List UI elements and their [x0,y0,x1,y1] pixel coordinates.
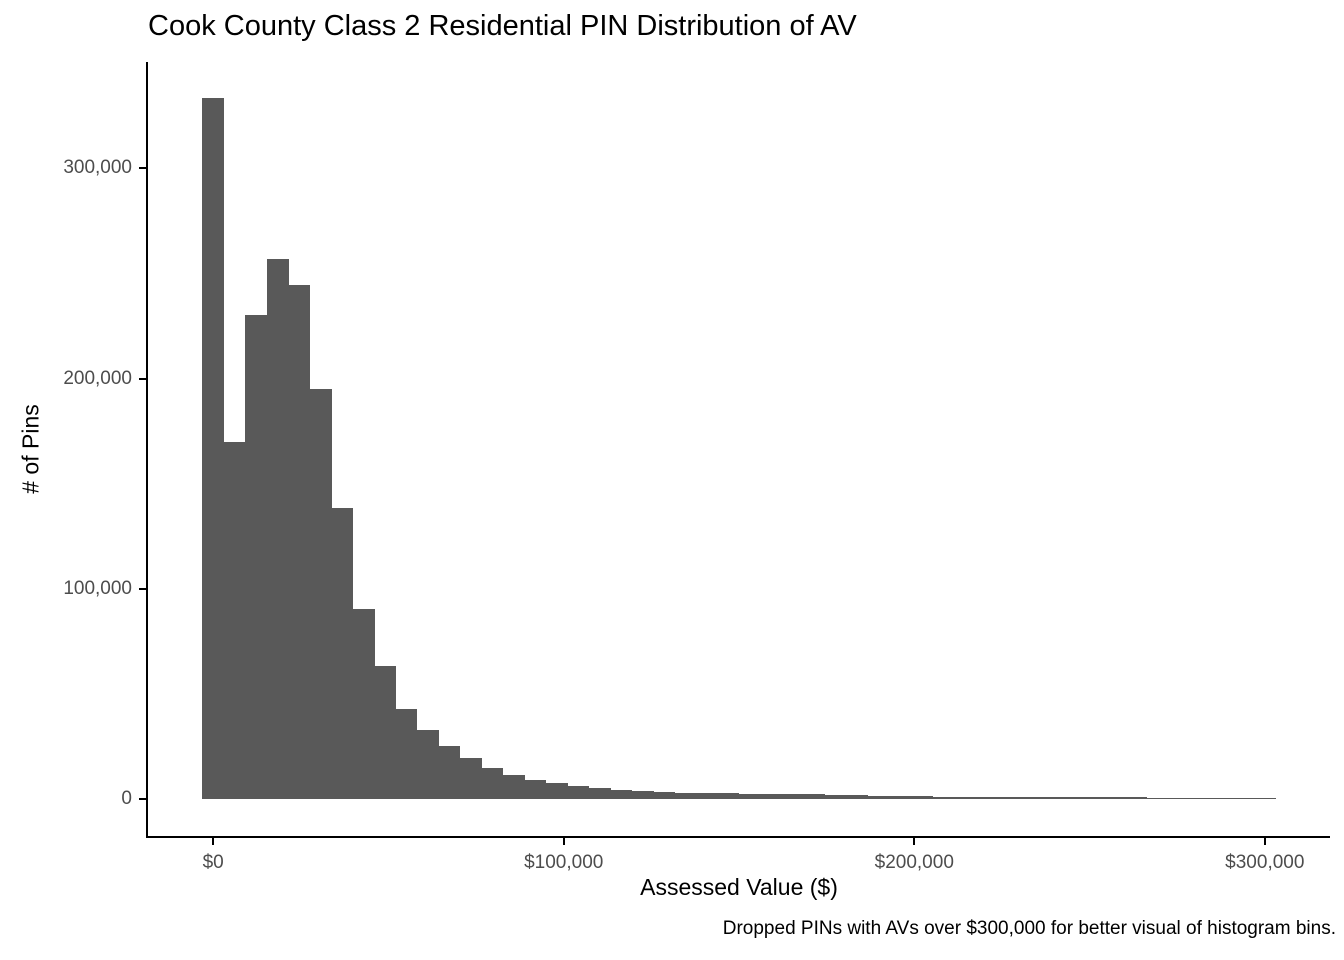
x-tick-label: $300,000 [1225,852,1305,873]
histogram-bar [1146,797,1169,800]
histogram-bar [1060,797,1083,800]
histogram-bar [202,97,225,800]
histogram-bar [760,793,783,800]
y-axis-line [146,62,148,838]
y-tick-label: 0 [121,788,132,810]
histogram-bar [417,729,439,800]
histogram-bar [567,785,590,800]
histogram-bar [631,791,654,800]
histogram-bar [846,795,869,800]
histogram-bar [460,758,482,800]
histogram-bar [481,767,504,800]
histogram-bar [610,789,633,800]
histogram-bar [867,795,890,800]
histogram-bar [438,745,461,800]
y-tick-mark [139,167,146,170]
histogram-bar [674,792,697,800]
x-tick-label: $100,000 [524,852,604,873]
histogram-bar [739,793,761,800]
histogram-bar [1254,797,1276,800]
histogram-bar [889,795,912,800]
y-axis-title: # of Pins [17,404,44,494]
histogram-bar [953,796,976,800]
x-tick-label: $0 [202,852,224,873]
histogram-bar [910,796,933,800]
x-tick-label: $200,000 [874,852,954,873]
histogram-bar [223,441,246,800]
histogram-bar [975,796,997,800]
histogram-bar [803,794,826,800]
y-tick-label: 300,000 [63,157,132,179]
histogram-bar [331,507,354,800]
y-tick-label: 100,000 [63,577,132,599]
x-tick-mark [562,838,565,845]
y-tick-mark [139,377,146,380]
histogram-bar [374,665,397,800]
histogram-bar [309,389,332,800]
x-tick-mark [212,838,215,845]
x-axis-line [146,836,1330,838]
histogram-bar [781,794,804,800]
histogram-bar [545,783,568,800]
histogram-bar [395,708,418,800]
histogram-bar [824,794,847,800]
histogram-bar [1039,797,1062,800]
histogram-bar [1103,797,1126,800]
histogram-bar [1082,797,1105,800]
histogram-bar [524,779,547,800]
y-tick-mark [139,587,146,590]
histogram-bar [352,608,375,800]
histogram-bar [717,793,740,800]
x-axis-title: Assessed Value ($) [640,874,838,900]
y-tick-label: 200,000 [63,367,132,389]
histogram-bar [996,797,1019,800]
plot-panel: $0 $100,000 $200,000 $300,000 0 100,000 200,00… [63,62,1330,873]
chart-title: Cook County Class 2 Residential PIN Dist… [148,10,857,42]
histogram-bar [696,793,718,800]
histogram-bar [1211,797,1233,800]
histogram-bar [932,796,954,800]
histogram-bar [1189,797,1212,800]
y-tick-mark [139,798,146,801]
histogram-bar [288,284,311,800]
x-tick-mark [1263,838,1266,845]
x-tick-mark [913,838,916,845]
histogram-bar [653,792,675,800]
histogram-bar [588,787,611,800]
histogram-bar [502,774,525,800]
histogram-bar [1232,797,1255,800]
histogram-bar [266,258,289,800]
caption: Dropped PINs with AVs over $300,000 for … [722,918,1336,939]
histogram-bar [1168,797,1191,800]
histogram-bar [1018,797,1040,800]
histogram-bar [245,315,268,800]
histogram-bar [1125,797,1148,800]
